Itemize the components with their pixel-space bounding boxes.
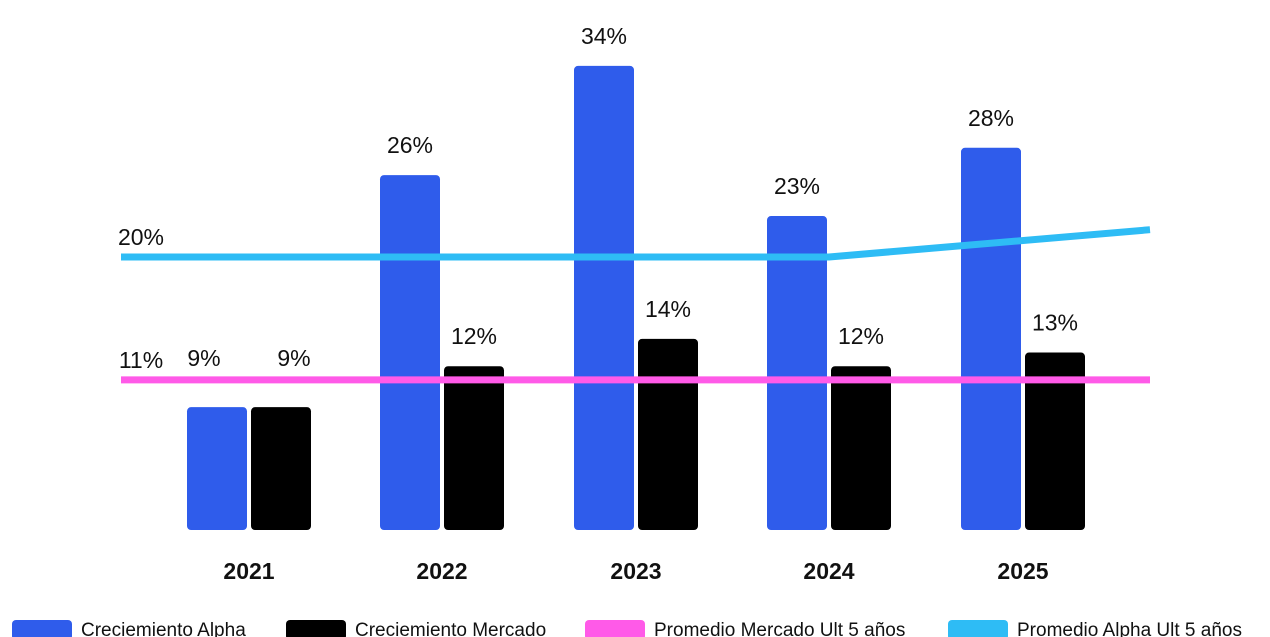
data-label-mercado-2022: 12%	[451, 323, 497, 349]
legend-label-0: Creciemiento Alpha	[81, 620, 246, 637]
data-label-alpha-2022: 26%	[387, 132, 433, 158]
bar-mercado-2021	[251, 407, 311, 530]
data-label-mercado-2023: 14%	[645, 296, 691, 322]
bar-alpha-2024	[767, 216, 827, 531]
bar-mercado-2024	[831, 366, 891, 530]
x-tick-label-2023: 2023	[610, 558, 661, 584]
bar-alpha-2022	[380, 175, 440, 530]
line-promedio-alpha	[121, 226, 1151, 261]
bar-mercado-2023	[638, 338, 698, 530]
data-label-mercado-2025: 13%	[1032, 310, 1078, 336]
data-label-mercado-2024: 12%	[838, 323, 884, 349]
bar-mercado-2022	[444, 366, 504, 530]
data-label-promedio-alpha: 20%	[118, 224, 164, 250]
legend-label-3: Promedio Alpha Ult 5 años	[1017, 620, 1242, 637]
x-tick-label-2025: 2025	[997, 558, 1048, 584]
data-label-alpha-2025: 28%	[968, 105, 1014, 131]
data-label-promedio-mercado: 11%	[119, 347, 163, 373]
legend-swatch-3	[948, 620, 1008, 637]
legend-swatch-2	[585, 620, 645, 637]
x-tick-label-2021: 2021	[223, 558, 274, 584]
legend-label-1: Creciemiento Mercado	[355, 620, 546, 637]
data-label-alpha-2021: 9%	[187, 345, 220, 371]
legend-label-2: Promedio Mercado Ult 5 años	[654, 620, 905, 637]
data-label-alpha-2024: 23%	[774, 173, 820, 199]
bar-mercado-2025	[1025, 352, 1085, 530]
x-tick-label-2024: 2024	[803, 558, 854, 584]
legend-swatch-0	[12, 620, 72, 637]
x-tick-label-2022: 2022	[416, 558, 467, 584]
bar-alpha-2025	[961, 147, 1021, 531]
data-label-mercado-2021: 9%	[277, 345, 310, 371]
legend-swatch-1	[286, 620, 346, 637]
bar-alpha-2021	[187, 407, 247, 530]
data-label-alpha-2023: 34%	[581, 23, 627, 49]
bar-alpha-2023	[574, 65, 634, 531]
